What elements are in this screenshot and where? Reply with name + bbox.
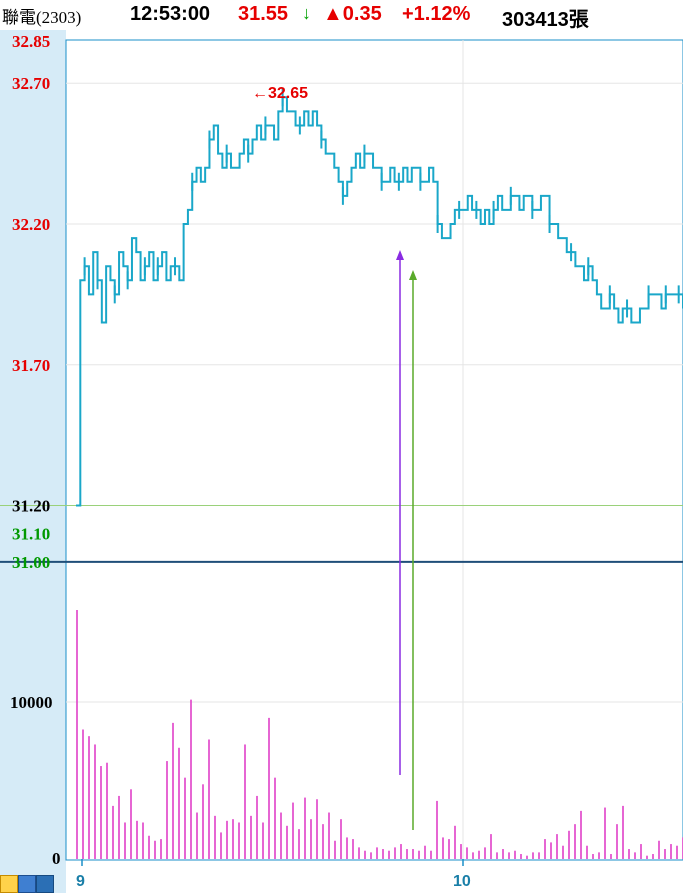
time-tick-label: 10 bbox=[453, 873, 471, 890]
volume-tick-label: 0 bbox=[52, 849, 61, 868]
price-axis-labels: 32.85 32.70 32.20 31.70 31.20 31.10 31.00 bbox=[12, 32, 50, 572]
price-tick-label: 32.20 bbox=[12, 215, 50, 234]
volume-axis-labels: 10000 0 bbox=[10, 693, 61, 868]
price-line bbox=[76, 96, 683, 507]
stock-title: 聯電(2303) bbox=[2, 8, 82, 27]
volume-tick-label: 10000 bbox=[10, 693, 53, 712]
purple-marker-arrow bbox=[396, 250, 404, 260]
down-arrow-icon: ↓ bbox=[302, 3, 311, 23]
high-price-label: ←32.65 bbox=[252, 85, 308, 102]
price-tick-label: 31.20 bbox=[12, 497, 50, 516]
left-axis-panel bbox=[0, 30, 66, 893]
time-tick-label: 9 bbox=[76, 873, 85, 890]
alert-icon[interactable] bbox=[0, 875, 18, 893]
quote-time: 12:53:00 bbox=[130, 3, 211, 25]
window-icon[interactable] bbox=[36, 875, 54, 893]
price-change: ▲0.35 bbox=[323, 3, 382, 25]
gridlines bbox=[66, 40, 683, 859]
total-volume: 303413張 bbox=[502, 9, 589, 31]
price-tick-label: 32.70 bbox=[12, 74, 50, 93]
intraday-chart[interactable]: 32.85 32.70 32.20 31.70 31.20 31.10 31.00 1000… bbox=[0, 30, 683, 893]
plot-frame bbox=[65, 39, 683, 861]
price-tick-label: 32.85 bbox=[12, 32, 50, 51]
high-annotation: ←32.65 bbox=[252, 85, 308, 102]
price-tick-label: 31.70 bbox=[12, 356, 50, 375]
time-axis-labels: 9 10 bbox=[76, 859, 471, 890]
reference-lines bbox=[0, 505, 683, 563]
volume-bars bbox=[76, 610, 683, 859]
price-tick-label: 31.10 bbox=[12, 525, 50, 544]
quote-header: 聯電(2303) 12:53:00 31.55 ↓ ▲0.35 +1.12% 3… bbox=[0, 0, 683, 31]
chart-tool-icon[interactable] bbox=[18, 875, 36, 893]
green-marker-arrow bbox=[409, 270, 417, 280]
last-price: 31.55 bbox=[238, 3, 289, 25]
price-change-percent: +1.12% bbox=[402, 3, 471, 25]
price-tick-label: 31.00 bbox=[12, 553, 50, 572]
